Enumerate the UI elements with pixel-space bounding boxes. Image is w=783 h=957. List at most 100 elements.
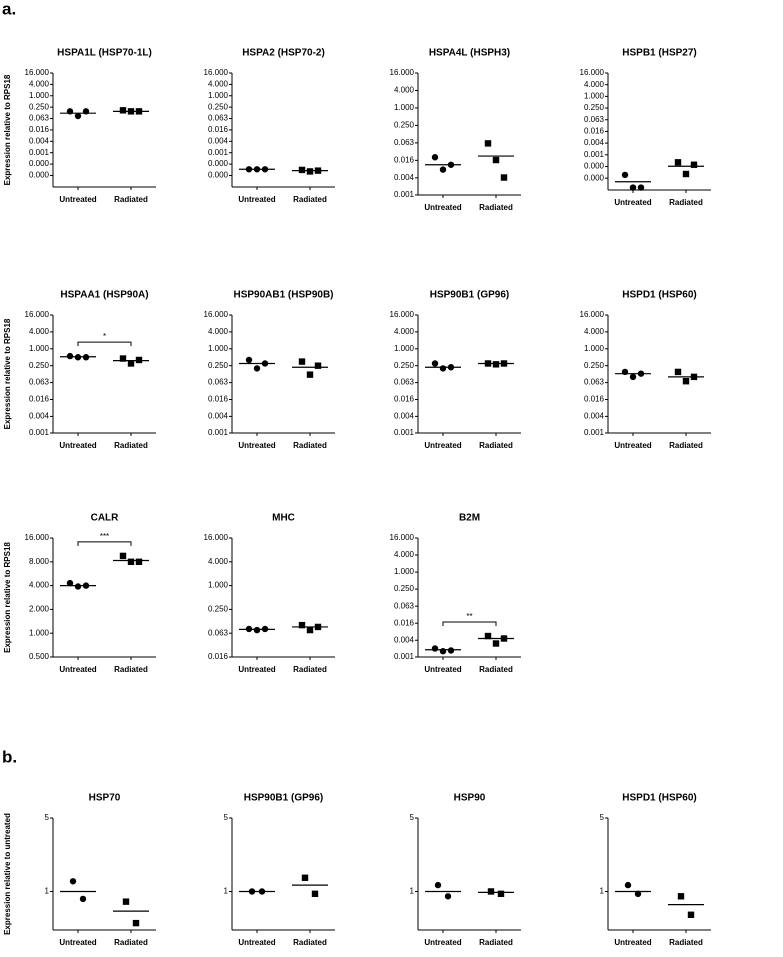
y-tick-label: 0.004 <box>29 412 50 421</box>
y-tick-label: 0.250 <box>208 102 229 111</box>
y-tick-label: 5 <box>410 813 415 822</box>
y-tick-label: 1.000 <box>29 91 50 100</box>
y-tick-label: 0.063 <box>29 114 50 123</box>
y-tick-label: 2.000 <box>29 605 50 614</box>
panel-label: b. <box>2 747 17 766</box>
point <box>306 626 314 634</box>
y-tick-label: 0.063 <box>208 378 229 387</box>
chart-title: HSP90B1 (GP96) <box>244 793 323 804</box>
x-tick-label: Untreated <box>614 938 651 947</box>
y-tick-label: 0.016 <box>208 125 229 134</box>
y-tick-label: 0.250 <box>394 584 415 593</box>
y-tick-label: 4.000 <box>584 327 605 336</box>
y-tick-label: 1 <box>600 887 605 896</box>
point <box>135 356 143 364</box>
point <box>487 888 495 895</box>
y-axis-label: Expression relative to RPS18 <box>3 74 12 185</box>
point <box>127 360 135 367</box>
point <box>74 583 82 590</box>
y-tick-label: 16.000 <box>390 310 415 319</box>
x-tick-label: Radiated <box>114 441 148 450</box>
chart-title: HSPA4L (HSPH3) <box>429 48 510 59</box>
point <box>674 159 682 166</box>
y-tick-label: 4.000 <box>584 80 605 89</box>
y-tick-label: 1 <box>224 887 229 896</box>
point <box>311 890 319 898</box>
point <box>79 895 87 903</box>
y-tick-label: 4.000 <box>208 557 229 566</box>
point <box>306 371 314 378</box>
point <box>253 365 261 372</box>
y-tick-label: 0.250 <box>29 102 50 111</box>
x-tick-label: Radiated <box>293 195 327 204</box>
y-tick-label: 0.016 <box>29 125 50 134</box>
y-tick-label: 0.063 <box>394 138 415 147</box>
y-tick-label: 0.016 <box>394 618 415 627</box>
y-tick-label: 0.250 <box>584 361 605 370</box>
y-tick-label: 1.000 <box>208 344 229 353</box>
y-axis-label: Expression relative to RPS18 <box>3 318 12 429</box>
y-tick-label: 0.001 <box>208 148 229 157</box>
point <box>682 378 690 385</box>
point <box>132 919 140 927</box>
x-tick-label: Radiated <box>479 441 513 450</box>
point <box>314 362 322 369</box>
point <box>500 174 508 181</box>
chart-title: HSPA2 (HSP70-2) <box>242 48 325 59</box>
y-tick-label: 0.063 <box>394 378 415 387</box>
y-tick-label: 0.250 <box>208 361 229 370</box>
y-tick-label: 4.000 <box>394 86 415 95</box>
point <box>69 878 77 885</box>
y-tick-label: 1.000 <box>584 344 605 353</box>
x-tick-label: Radiated <box>114 938 148 947</box>
x-tick-label: Untreated <box>59 665 96 674</box>
y-tick-label: 0.001 <box>29 148 50 157</box>
point <box>687 911 695 918</box>
y-tick-label: 5 <box>45 813 50 822</box>
x-tick-label: Radiated <box>669 938 703 947</box>
y-tick-label: 4.000 <box>208 79 229 88</box>
point <box>439 166 447 173</box>
point <box>624 881 632 889</box>
significance-bracket <box>442 621 497 627</box>
point <box>674 368 682 376</box>
x-tick-label: Untreated <box>614 198 651 207</box>
y-tick-label: 0.063 <box>208 114 229 123</box>
y-tick-label: 1.000 <box>208 91 229 100</box>
y-tick-label: 0.016 <box>584 127 605 136</box>
y-tick-label: 0.001 <box>29 428 50 437</box>
point <box>629 373 637 381</box>
point <box>447 647 455 654</box>
significance-bracket <box>77 541 132 546</box>
x-tick-label: Untreated <box>59 938 96 947</box>
y-tick-label: 1.000 <box>394 344 415 353</box>
y-tick-label: 0.016 <box>208 652 229 661</box>
y-tick-label: 1 <box>45 887 50 896</box>
x-tick-label: Untreated <box>238 195 275 204</box>
x-tick-label: Untreated <box>59 441 96 450</box>
x-tick-label: Untreated <box>424 203 461 212</box>
y-tick-label: 0.004 <box>584 412 605 421</box>
y-tick-label: 16.000 <box>390 533 415 542</box>
point <box>298 358 306 365</box>
point <box>306 168 314 175</box>
y-tick-label: 0.250 <box>208 605 229 614</box>
x-tick-label: Untreated <box>238 441 275 450</box>
y-tick-label: 16.000 <box>204 68 229 77</box>
point <box>677 893 685 900</box>
chart-title: HSPD1 (HSP60) <box>622 793 696 804</box>
y-tick-label: 1.000 <box>208 581 229 590</box>
y-tick-label: 0.000 <box>208 171 229 180</box>
point <box>431 154 439 161</box>
y-tick-label: 16.000 <box>580 68 605 77</box>
y-tick-label: 0.016 <box>394 155 415 164</box>
point <box>492 361 500 368</box>
x-tick-label: Untreated <box>424 441 461 450</box>
y-tick-label: 0.016 <box>208 395 229 404</box>
y-tick-label: 0.063 <box>29 378 50 387</box>
x-tick-label: Untreated <box>59 195 96 204</box>
point <box>439 365 447 372</box>
point <box>66 352 74 360</box>
x-tick-label: Radiated <box>293 938 327 947</box>
point <box>434 881 442 889</box>
